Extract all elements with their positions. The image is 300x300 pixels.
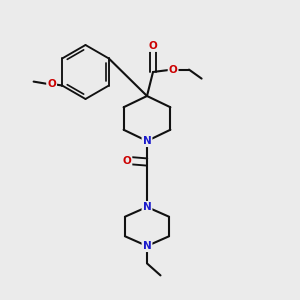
Text: O: O <box>47 79 56 89</box>
Text: O: O <box>122 155 131 166</box>
Text: N: N <box>142 136 152 146</box>
Text: O: O <box>169 64 178 75</box>
Text: N: N <box>142 241 152 251</box>
Text: O: O <box>148 41 158 51</box>
Text: N: N <box>142 202 152 212</box>
